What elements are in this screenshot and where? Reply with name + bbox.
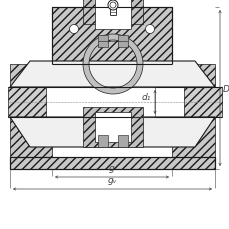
Bar — [171, 117, 214, 157]
Circle shape — [108, 1, 117, 11]
Bar — [83, 108, 142, 147]
Bar — [83, 0, 142, 25]
Bar — [117, 135, 128, 147]
Bar — [183, 88, 221, 117]
Bar — [10, 117, 52, 157]
Text: D: D — [222, 84, 229, 93]
Bar — [98, 36, 108, 48]
Bar — [95, 112, 131, 142]
Circle shape — [109, 3, 115, 9]
Text: d₁: d₁ — [141, 92, 150, 101]
Bar — [8, 88, 46, 117]
Text: g: g — [109, 163, 114, 172]
Bar — [8, 88, 221, 117]
Bar — [98, 135, 108, 147]
Text: gᵥ: gᵥ — [107, 175, 117, 184]
Bar — [171, 65, 214, 88]
Bar — [117, 36, 128, 48]
Bar — [52, 8, 171, 65]
Circle shape — [69, 25, 78, 34]
Polygon shape — [10, 117, 214, 147]
Bar — [10, 65, 52, 88]
Bar — [95, 0, 131, 30]
Bar — [10, 157, 214, 169]
Polygon shape — [10, 62, 214, 88]
Circle shape — [145, 25, 154, 34]
